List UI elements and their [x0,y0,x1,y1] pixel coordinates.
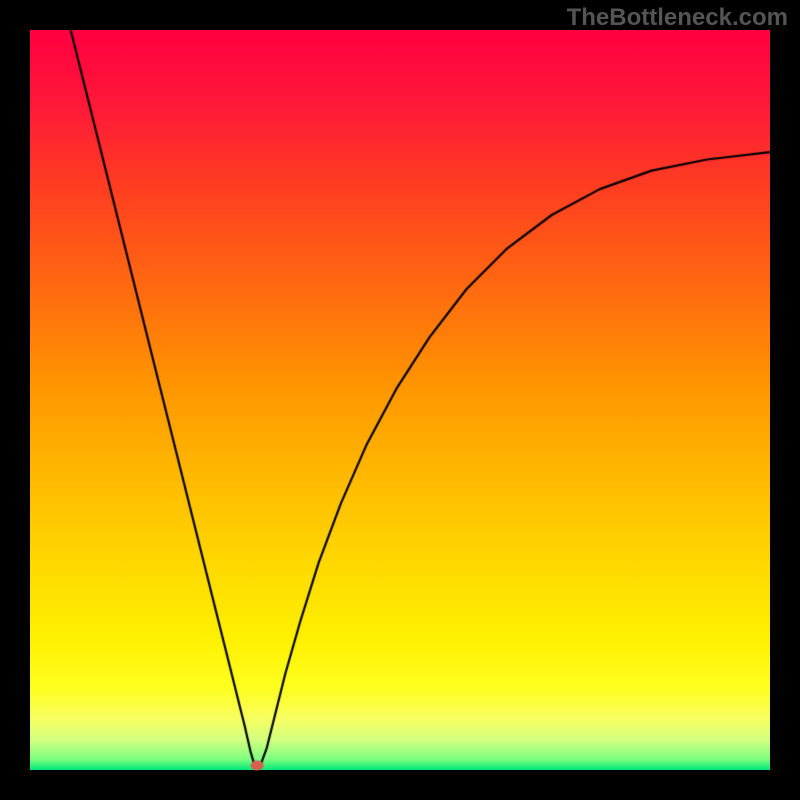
watermark-text: TheBottleneck.com [567,4,788,32]
chart-stage: TheBottleneck.com [0,0,800,800]
bottleneck-curve-chart [0,0,800,800]
